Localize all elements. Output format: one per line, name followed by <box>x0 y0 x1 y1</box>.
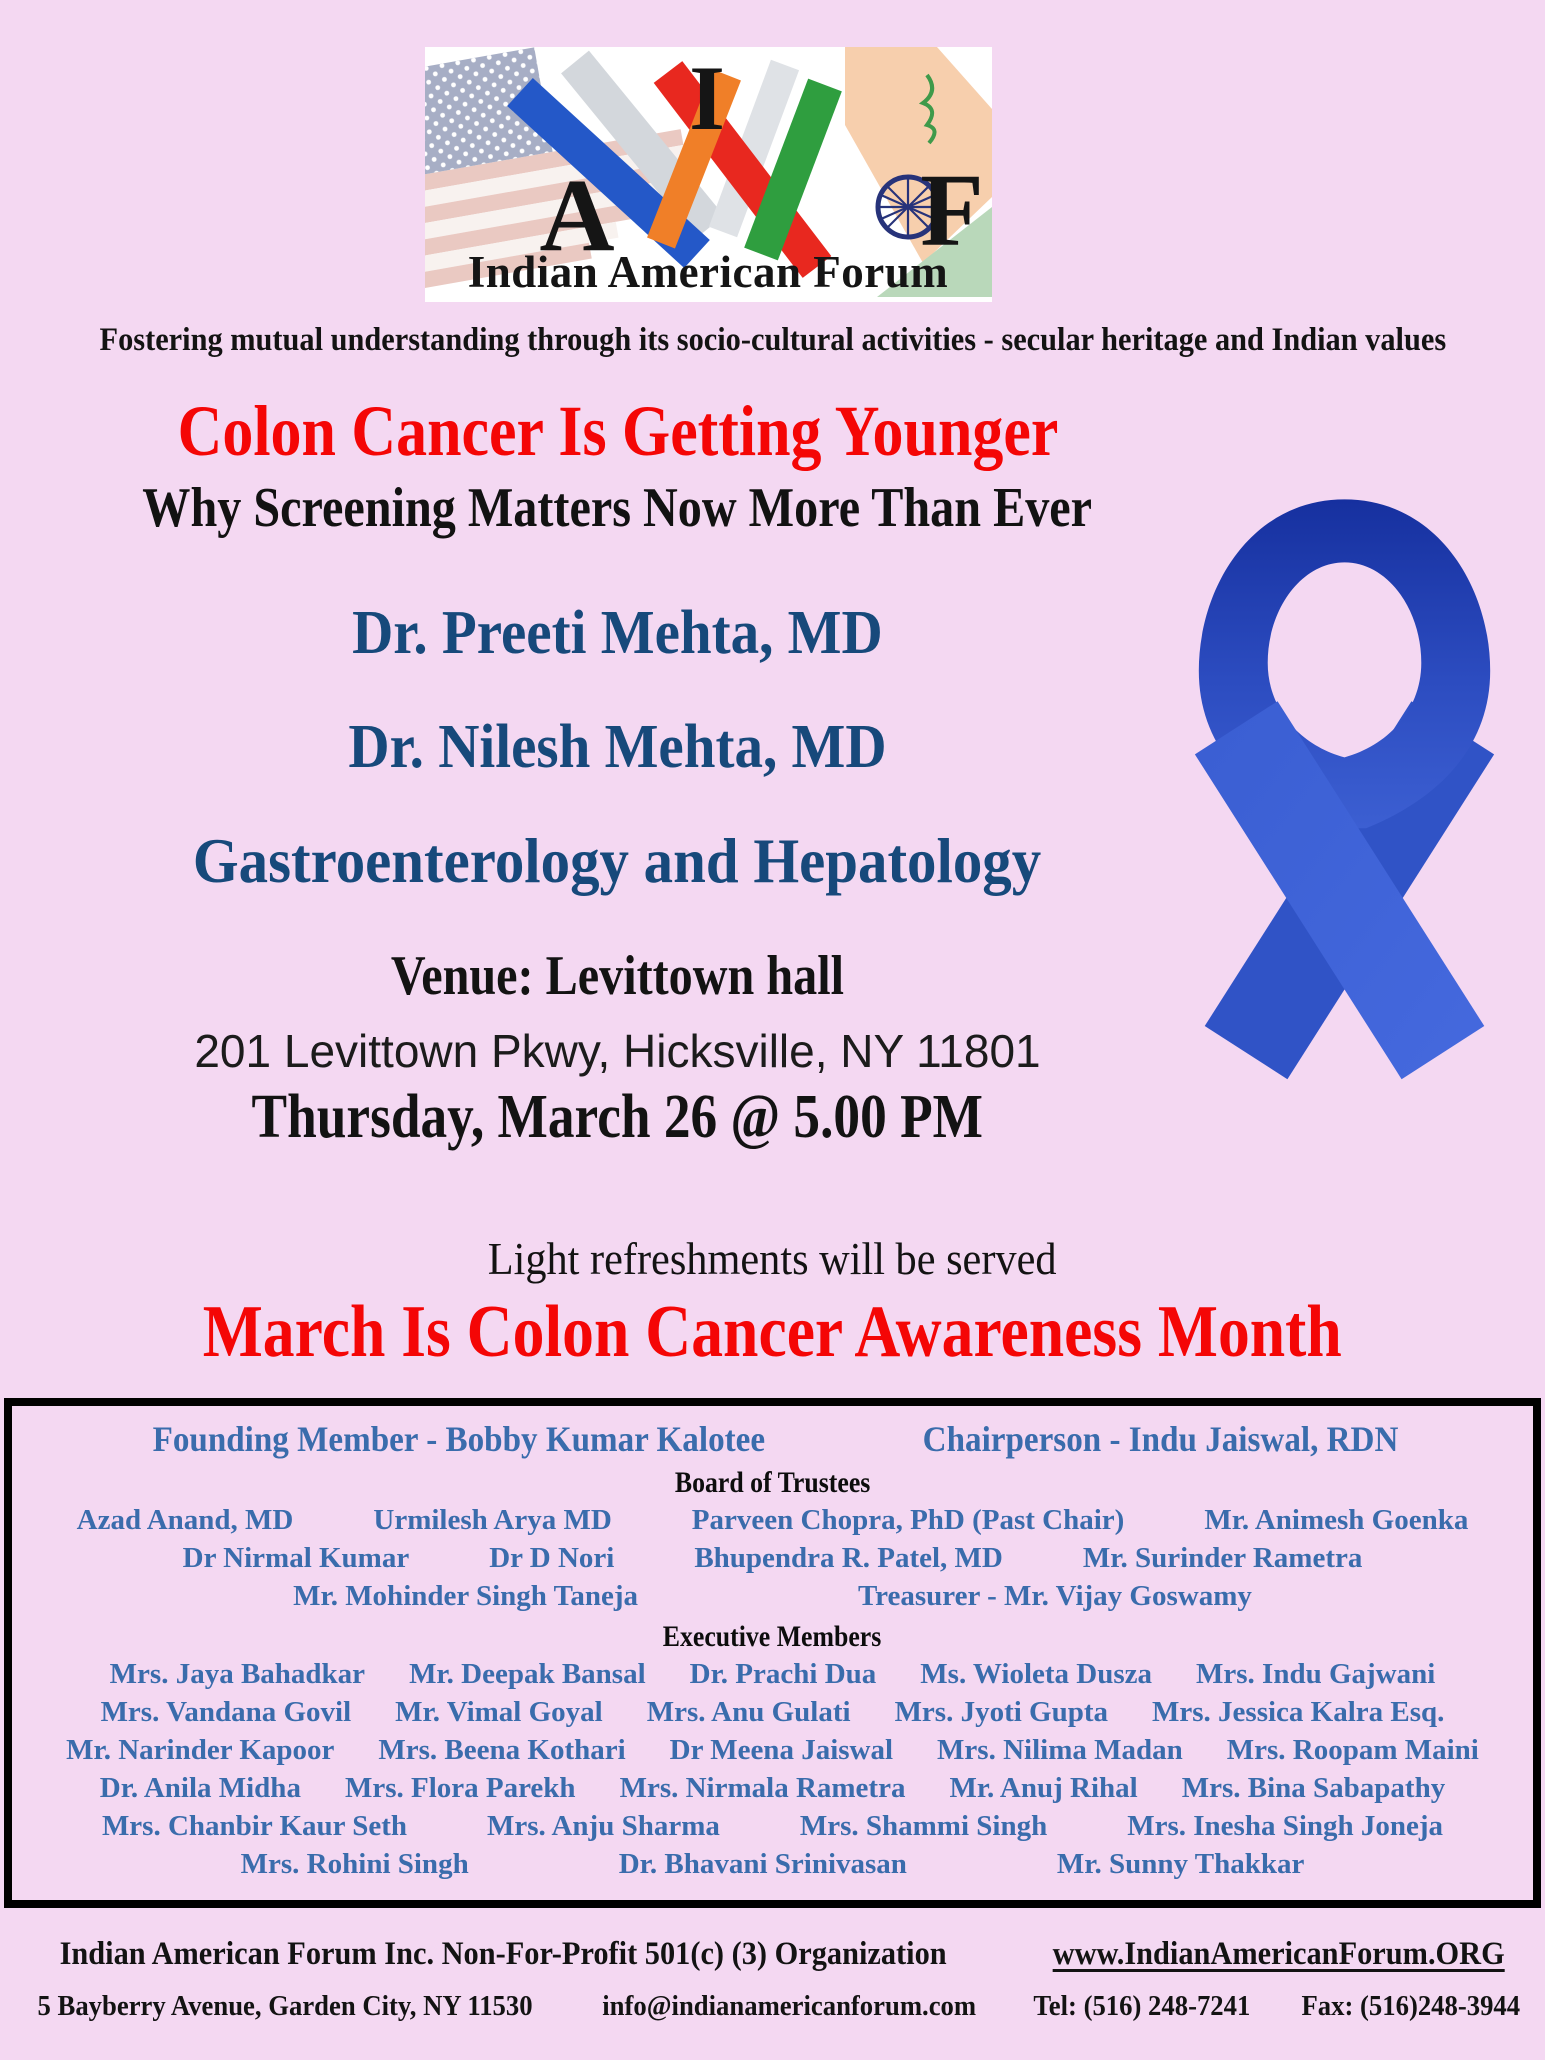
member-name: Mrs. Jaya Bahadkar <box>109 1658 366 1690</box>
headline-title-text: Colon Cancer Is Getting Younger <box>177 391 1058 471</box>
member-name: Mr. Surinder Rametra <box>1082 1542 1363 1574</box>
trustees-title-text: Board of Trustees <box>674 1466 871 1499</box>
member-name: Dr. Bhavani Srinivasan <box>618 1848 907 1880</box>
member-row: Dr Nirmal Kumar Dr D Nori Bhupendra R. Pat… <box>12 1540 1533 1576</box>
member-name: Mrs. Indu Gajwani <box>1196 1658 1436 1690</box>
member-name: Mr. Anuj Rihal <box>949 1772 1138 1804</box>
speaker-2-text: Dr. Nilesh Mehta, MD <box>348 713 887 781</box>
board-box: Founding Member - Bobby Kumar Kalotee Ch… <box>4 1398 1541 1908</box>
brush-strokes <box>507 47 992 278</box>
member-name: Dr Meena Jaiswal <box>669 1734 894 1766</box>
member-name: Mr. Animesh Goenka <box>1204 1504 1469 1536</box>
logo-org-text: Indian American Forum <box>468 247 949 297</box>
member-name: Ms. Wioleta Dusza <box>920 1658 1153 1690</box>
member-name: Dr Nirmal Kumar <box>182 1542 410 1574</box>
member-name: Parveen Chopra, PhD (Past Chair) <box>691 1504 1125 1536</box>
ribbon-tail-right <box>1194 701 1485 1080</box>
headline-title: Colon Cancer Is Getting Younger <box>0 390 1235 473</box>
member-name: Mrs. Vandana Govil <box>100 1696 352 1728</box>
member-name: Mrs. Bina Sabapathy <box>1181 1772 1446 1804</box>
logo-letter-a: A <box>539 158 614 273</box>
speaker-1: Dr. Preeti Mehta, MD <box>0 598 1235 669</box>
green-corner <box>877 207 992 297</box>
member-name: Bhupendra R. Patel, MD <box>694 1542 1003 1574</box>
member-name: Mrs. Chanbir Kaur Seth <box>101 1810 408 1842</box>
member-name: Mrs. Jyoti Gupta <box>894 1696 1109 1728</box>
member-row: Mr. Narinder Kapoor Mrs. Beena Kothari Dr … <box>12 1732 1533 1768</box>
ashoka-chakra <box>875 174 941 240</box>
member-row: Mr. Mohinder Singh Taneja Treasurer - Mr.… <box>12 1578 1533 1614</box>
member-row: Mrs. Vandana Govil Mr. Vimal Goyal Mrs. An… <box>12 1694 1533 1730</box>
address-text: 201 Levittown Pkwy, Hicksville, NY 11801 <box>194 1025 1041 1077</box>
member-name: Mr. Vimal Goyal <box>395 1696 603 1728</box>
member-name: Mrs. Anu Gulati <box>646 1696 851 1728</box>
address-line: 201 Levittown Pkwy, Hicksville, NY 11801 <box>0 1024 1235 1078</box>
refreshments-line: Light refreshments will be served <box>0 1232 1545 1285</box>
member-name: Mrs. Nirmala Rametra <box>619 1772 906 1804</box>
member-name: Mrs. Roopam Maini <box>1226 1734 1479 1766</box>
member-name: Mrs. Jessica Kalra Esq. <box>1152 1696 1445 1728</box>
logo-letter-i: I <box>689 47 725 149</box>
website-link[interactable]: www.IndianAmericanForum.ORG <box>1052 1936 1505 1972</box>
executive-title-text: Executive Members <box>663 1620 882 1653</box>
member-name: Dr D Nori <box>489 1542 615 1574</box>
member-name: Treasurer - Mr. Vijay Goswamy <box>857 1580 1252 1612</box>
member-name: Dr. Anila Midha <box>99 1772 301 1804</box>
footer-email: info@indianamericanforum.com <box>601 1990 976 2022</box>
leadership-row: Founding Member - Bobby Kumar Kalotee Ch… <box>12 1418 1533 1460</box>
founding-member: Founding Member - Bobby Kumar Kalotee <box>152 1419 766 1459</box>
footer-tel: Tel: (516) 248-7241 <box>1033 1990 1251 2022</box>
member-row: Azad Anand, MD Urmilesh Arya MD Parveen Ch… <box>12 1502 1533 1538</box>
member-row: Dr. Anila Midha Mrs. Flora Parekh Mrs. Nir… <box>12 1770 1533 1806</box>
member-name: Mrs. Inesha Singh Joneja <box>1127 1810 1444 1842</box>
chairperson: Chairperson - Indu Jaiswal, RDN <box>922 1419 1399 1459</box>
footer-org-line: Indian American Forum Inc. Non-For-Profi… <box>0 1936 1545 1973</box>
member-name: Mrs. Anju Sharma <box>487 1810 720 1842</box>
executive-title: Executive Members <box>12 1620 1533 1654</box>
trustees-rows: Azad Anand, MD Urmilesh Arya MD Parveen Ch… <box>12 1502 1533 1614</box>
member-name: Mr. Deepak Bansal <box>409 1658 646 1690</box>
logo-letter-f: F <box>920 153 984 268</box>
member-row: Mrs. Chanbir Kaur Seth Mrs. Anju Sharma Mr… <box>12 1808 1533 1844</box>
member-name: Mr. Sunny Thakkar <box>1056 1848 1305 1880</box>
member-row: Mrs. Jaya Bahadkar Mr. Deepak Bansal Dr. P… <box>12 1656 1533 1692</box>
iaf-logo-graphic: I A F Indian American Forum <box>376 47 992 302</box>
venue-line: Venue: Levittown hall <box>0 944 1235 1008</box>
footer-fax: Fax: (516)248-3944 <box>1301 1990 1520 2022</box>
member-name: Mrs. Shammi Singh <box>799 1810 1048 1842</box>
trustees-title: Board of Trustees <box>12 1466 1533 1500</box>
member-name: Urmilesh Arya MD <box>373 1504 612 1536</box>
awareness-ribbon <box>1152 462 1537 1092</box>
executive-rows: Mrs. Jaya Bahadkar Mr. Deepak Bansal Dr. P… <box>12 1656 1533 1882</box>
member-name: Mrs. Beena Kothari <box>378 1734 626 1766</box>
footer-contact-line: 5 Bayberry Avenue, Garden City, NY 11530… <box>0 1990 1545 2023</box>
member-name: Mr. Mohinder Singh Taneja <box>293 1580 638 1612</box>
refreshments-text: Light refreshments will be served <box>488 1233 1057 1284</box>
member-row: Mrs. Rohini Singh Dr. Bhavani Srinivasan M… <box>12 1846 1533 1882</box>
tagline: Fostering mutual understanding through i… <box>0 322 1545 359</box>
datetime-text: Thursday, March 26 @ 5.00 PM <box>251 1083 984 1151</box>
member-name: Azad Anand, MD <box>76 1504 294 1536</box>
member-name: Mrs. Nilima Madan <box>937 1734 1183 1766</box>
headline-subtitle-text: Why Screening Matters Now More Than Ever <box>142 477 1093 539</box>
speaker-specialty-text: Gastroenterology and Hepatology <box>193 825 1042 896</box>
speaker-2: Dr. Nilesh Mehta, MD <box>0 712 1235 783</box>
headline-subtitle: Why Screening Matters Now More Than Ever <box>0 476 1235 540</box>
footer-address: 5 Bayberry Avenue, Garden City, NY 11530 <box>37 1990 533 2022</box>
datetime-line: Thursday, March 26 @ 5.00 PM <box>0 1082 1235 1153</box>
speaker-specialty: Gastroenterology and Hepatology <box>0 824 1235 898</box>
footer-org-text: Indian American Forum Inc. Non-For-Profi… <box>59 1936 947 1972</box>
awareness-line: March Is Colon Cancer Awareness Month <box>0 1290 1545 1375</box>
venue-text: Venue: Levittown hall <box>390 945 845 1007</box>
tagline-text: Fostering mutual understanding through i… <box>99 322 1446 358</box>
speaker-1-text: Dr. Preeti Mehta, MD <box>352 599 883 667</box>
member-name: Mr. Narinder Kapoor <box>66 1734 335 1766</box>
awareness-text: March Is Colon Cancer Awareness Month <box>202 1291 1343 1373</box>
member-name: Dr. Prachi Dua <box>689 1658 877 1690</box>
member-name: Mrs. Flora Parekh <box>344 1772 576 1804</box>
iaf-logo: I A F Indian American Forum <box>376 47 992 302</box>
member-name: Mrs. Rohini Singh <box>240 1848 469 1880</box>
